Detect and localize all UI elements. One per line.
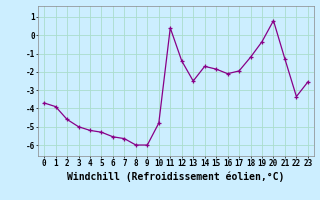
X-axis label: Windchill (Refroidissement éolien,°C): Windchill (Refroidissement éolien,°C) <box>67 171 285 182</box>
